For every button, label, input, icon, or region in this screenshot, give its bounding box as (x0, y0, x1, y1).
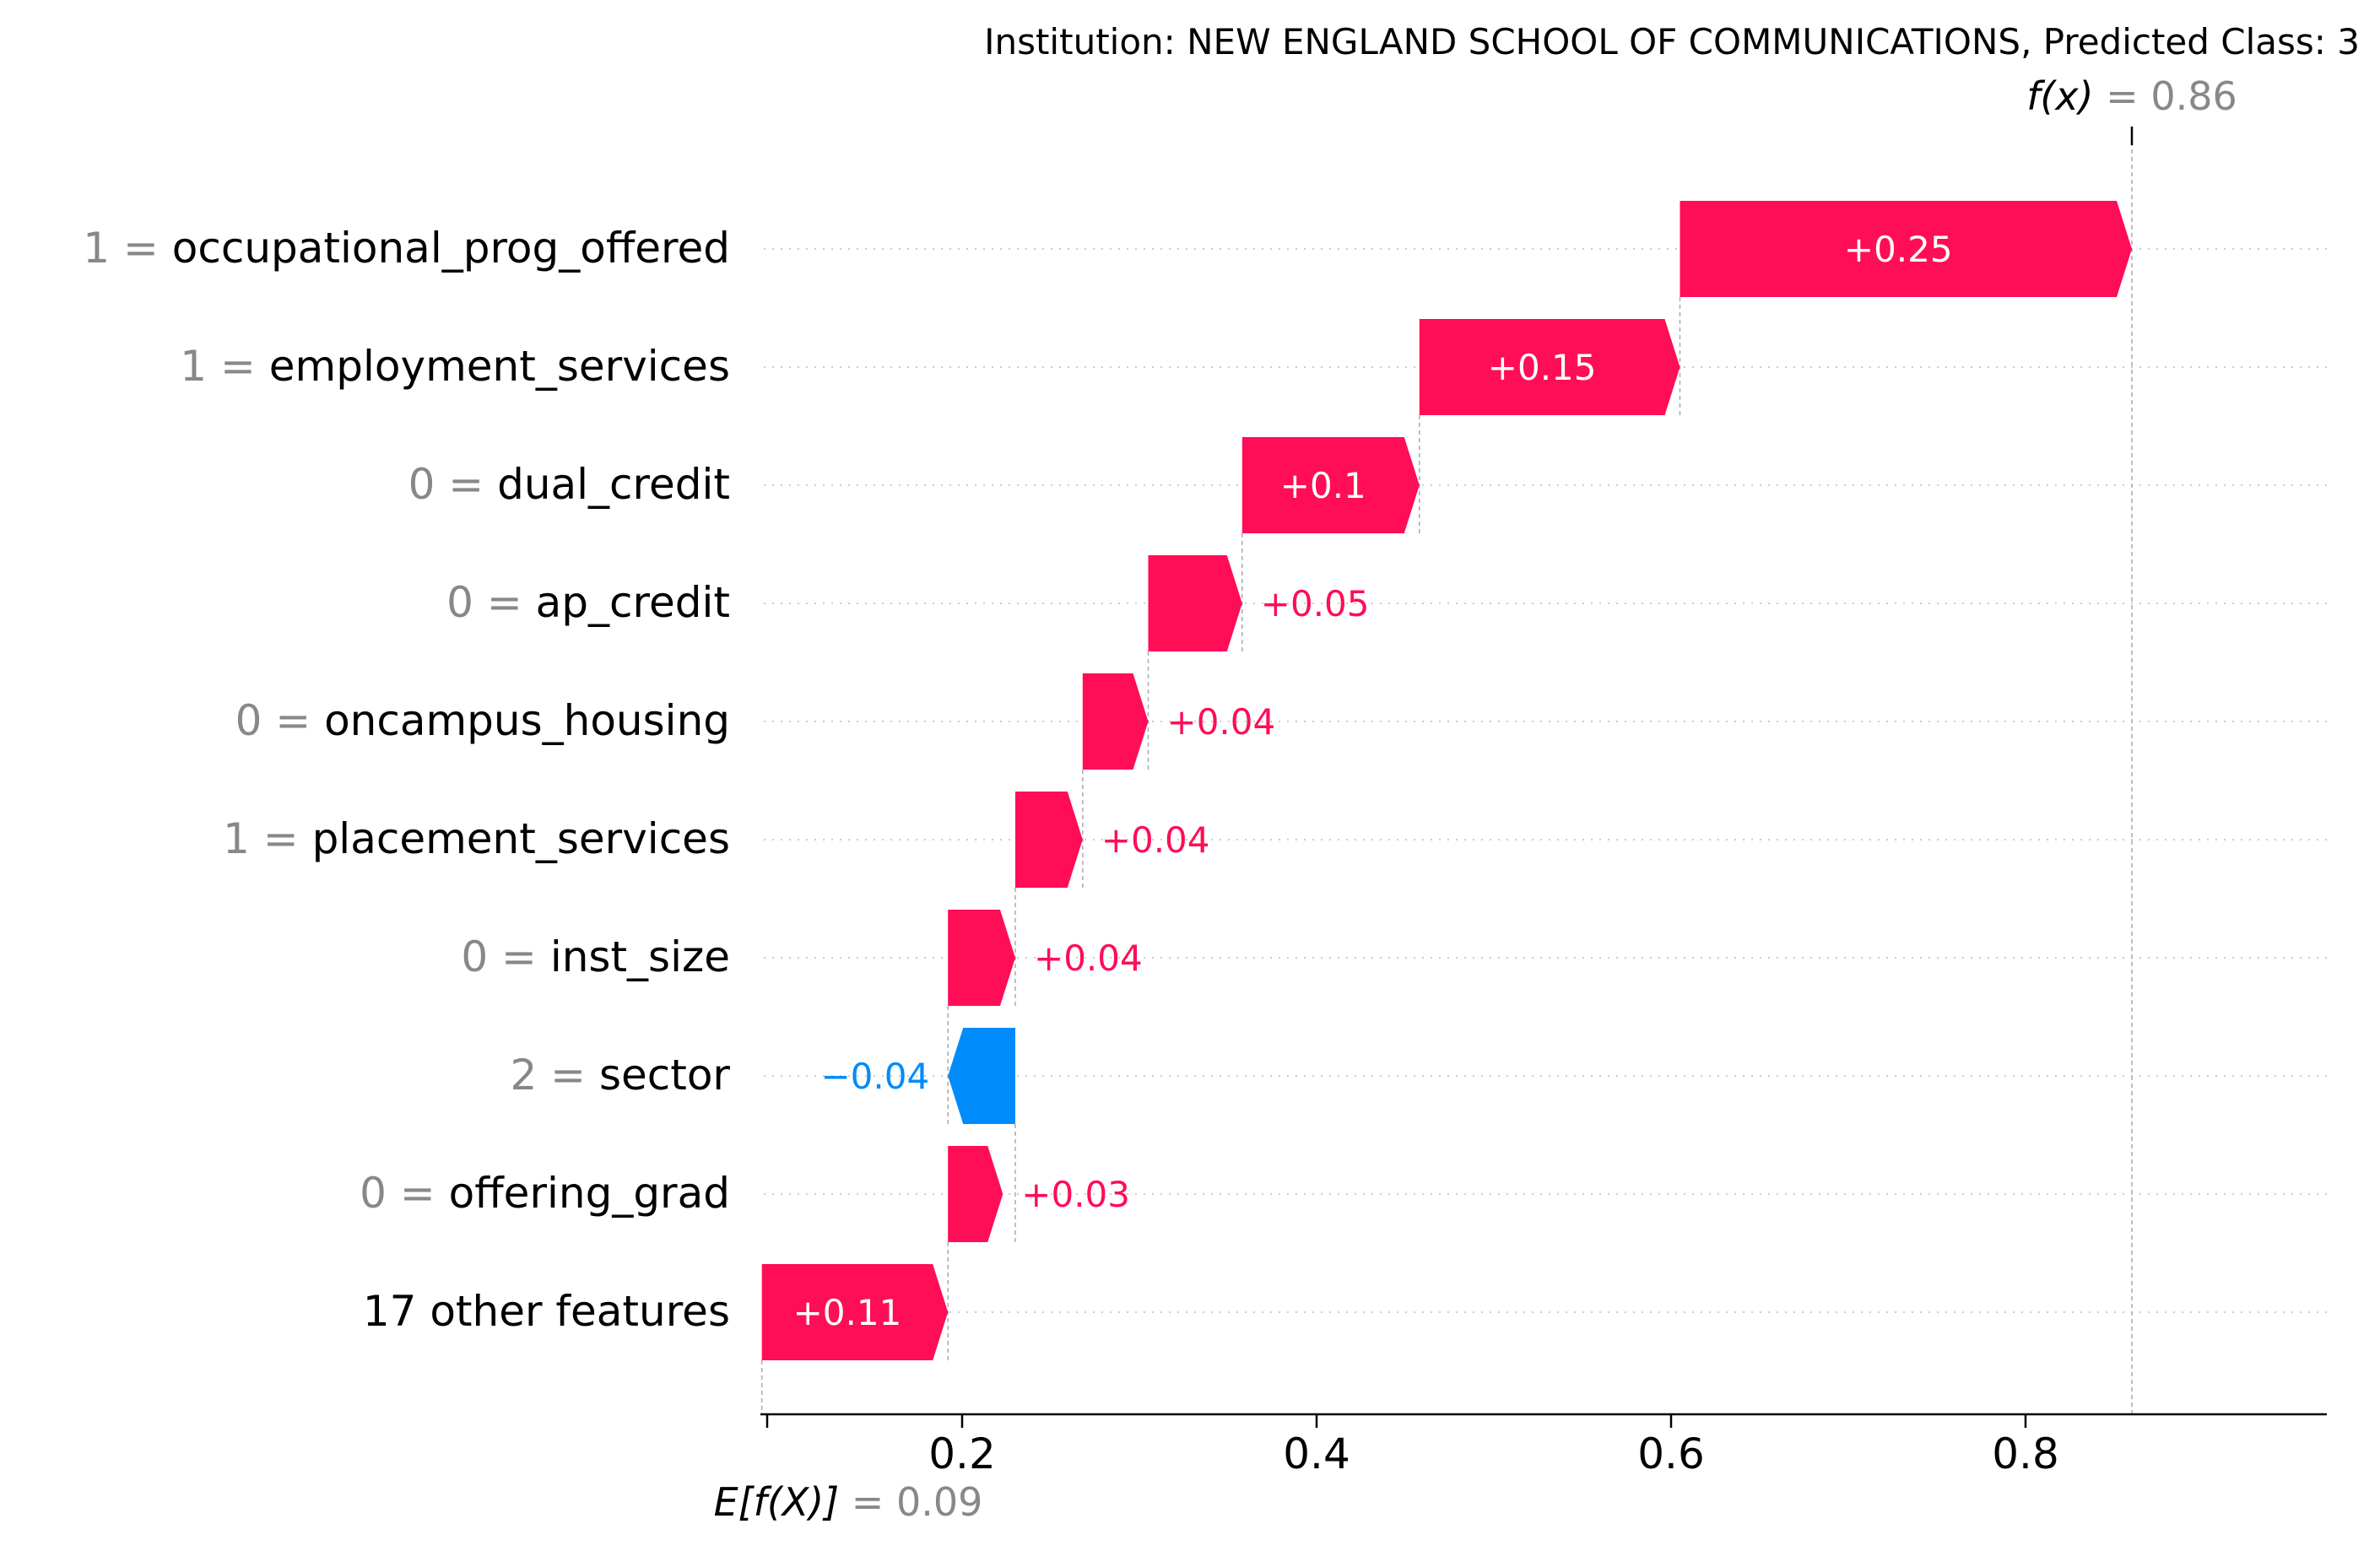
contribution-value-label: −0.04 (820, 1056, 929, 1097)
base-value-label: E[f(X)] = 0.09 (714, 1479, 983, 1525)
feature-value: 0 = (446, 578, 536, 627)
x-tick-label: 0.2 (928, 1429, 996, 1478)
contribution-bars (761, 201, 2132, 1360)
feature-name: placement_services (312, 814, 730, 863)
feature-name: 17 other features (363, 1287, 730, 1336)
x-tick-label: 0.6 (1637, 1429, 1705, 1478)
feature-value: 2 = (510, 1051, 599, 1100)
feature-value: 0 = (235, 696, 325, 745)
contribution-value-label: +0.04 (1101, 819, 1210, 861)
connector-lines (760, 127, 2133, 1414)
base-symbol: E[f(X)] (714, 1479, 840, 1525)
contribution-value-label: +0.25 (1844, 229, 1953, 270)
contribution-value-label: +0.11 (793, 1292, 902, 1333)
feature-name: sector (599, 1051, 730, 1100)
chart-title: Institution: NEW ENGLAND SCHOOL OF COMMU… (984, 21, 2360, 62)
base-value: = 0.09 (839, 1479, 982, 1525)
contribution-value-label: +0.04 (1034, 938, 1143, 979)
x-tick-label: 0.8 (1992, 1429, 2059, 1478)
feature-value: 0 = (461, 932, 550, 981)
feature-name: employment_services (269, 342, 730, 391)
feature-name: occupational_prog_offered (172, 224, 730, 273)
contribution-value-label: +0.15 (1488, 347, 1597, 388)
feature-label: 0 = offering_grad (360, 1169, 730, 1218)
contribution-bar (1015, 792, 1083, 888)
contribution-bar (948, 1028, 1015, 1124)
contribution-bar (948, 1146, 1003, 1242)
contribution-bar (1419, 319, 1680, 415)
contribution-bar (1241, 437, 1420, 533)
feature-label: 0 = inst_size (461, 932, 730, 981)
feature-value: 1 = (83, 224, 172, 273)
feature-name: inst_size (550, 932, 730, 981)
contribution-value-label: +0.04 (1167, 701, 1276, 743)
feature-name: ap_credit (536, 578, 730, 627)
feature-label: 1 = occupational_prog_offered (83, 224, 730, 273)
feature-value: 0 = (360, 1169, 449, 1218)
feature-name: oncampus_housing (324, 696, 730, 745)
x-tick-label: 0.4 (1283, 1429, 1350, 1478)
feature-name: dual_credit (497, 460, 730, 509)
fx-symbol: f(x) (2026, 73, 2093, 119)
fx-value: = 0.86 (2094, 73, 2237, 119)
contribution-bar (1680, 201, 2132, 297)
feature-value: 1 = (223, 814, 312, 863)
contribution-value-label: +0.05 (1261, 583, 1370, 624)
feature-label: 17 other features (363, 1287, 730, 1336)
feature-name: offering_grad (449, 1169, 730, 1218)
feature-label: 0 = ap_credit (446, 578, 730, 627)
contribution-bar (948, 910, 1015, 1006)
contribution-bar (1148, 555, 1242, 651)
feature-label: 1 = employment_services (180, 342, 730, 391)
feature-value: 1 = (180, 342, 269, 391)
contribution-bar (761, 1264, 949, 1360)
contribution-value-label: +0.03 (1021, 1174, 1130, 1215)
feature-value: 0 = (408, 460, 498, 509)
contribution-bar (1082, 673, 1149, 770)
contribution-value-label: +0.1 (1280, 465, 1366, 506)
feature-label: 0 = oncampus_housing (235, 696, 730, 745)
feature-labels: +0.25 1 = occupational_prog_offered +0.15 1… (83, 73, 2237, 1336)
feature-label: 1 = placement_services (223, 814, 730, 863)
feature-label: 2 = sector (510, 1051, 730, 1100)
x-axis: 0.2 0.4 0.6 0.8 E[f(X)] = 0.09 (714, 127, 2327, 1525)
fx-label: f(x) = 0.86 (2026, 73, 2237, 119)
feature-label: 0 = dual_credit (408, 460, 730, 509)
